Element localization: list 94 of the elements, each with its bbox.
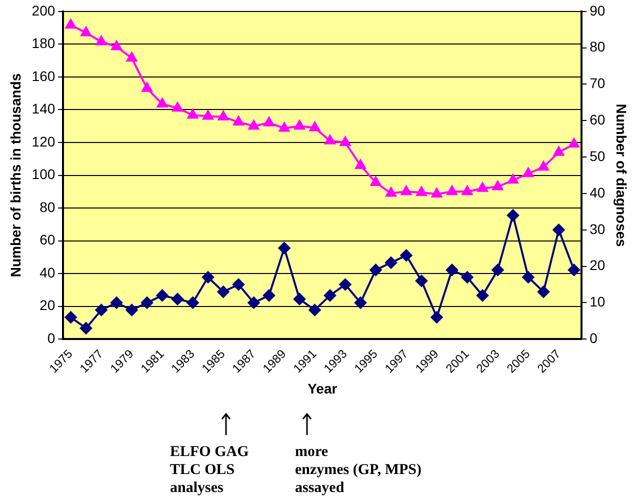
point [218,110,229,120]
point [80,26,92,36]
y-tick-label: 60 [40,232,56,248]
point [156,98,168,108]
point [263,289,276,302]
point [126,52,138,62]
point [264,116,274,126]
point [294,293,306,306]
point [370,264,382,276]
point [186,296,199,309]
point [96,36,107,46]
point [126,304,138,316]
point [400,249,412,262]
y-tick-label: 20 [40,297,56,314]
point [477,182,488,192]
point [416,274,428,287]
point [461,271,474,284]
y-tick-label: 100 [32,166,56,182]
point [324,134,336,144]
point [370,176,382,186]
point [385,256,398,269]
point [538,161,549,171]
point [446,186,458,196]
point [492,264,504,276]
point [446,264,458,276]
y2-tick-label: 70 [590,75,606,92]
point [294,120,305,130]
y2-tick-label: 80 [590,38,606,55]
y2-axis-title: Number of diagnoses [614,104,630,248]
y-tick-label: 160 [32,68,56,84]
y2-tick-label: 40 [590,184,606,200]
point [202,110,214,120]
point [339,278,352,291]
y-tick-label: 0 [47,330,56,346]
point [278,122,290,132]
point [431,188,442,198]
point [308,304,321,316]
point [64,311,77,324]
point [416,186,427,196]
point [430,311,443,324]
point [507,209,520,222]
point [172,102,183,112]
y-tick-label: 40 [40,264,56,280]
y2-tick-label: 10 [590,294,606,310]
y-tick-label: 200 [32,2,56,18]
point [278,242,290,254]
point [217,286,230,298]
point [142,82,152,92]
point [248,120,260,130]
point [522,168,534,178]
point [110,296,123,309]
y2-tick-label: 50 [590,148,606,164]
point [508,174,518,184]
point [386,187,396,197]
point [400,186,412,196]
point [522,271,534,284]
point [232,278,245,291]
point [65,19,76,29]
point [187,109,198,119]
point [172,293,184,306]
y-tick-label: 140 [32,100,56,117]
point [354,296,367,309]
point [492,180,504,190]
x-axis-title: Year [308,380,338,396]
point [324,289,336,302]
y-axis-title: Number of births in thousands [7,73,24,278]
point [111,40,122,50]
point [156,289,168,302]
point [80,322,92,334]
text: ELFO GAG TLC OLS analyses [170,443,249,497]
y2-tick-label: 60 [590,112,606,128]
point [340,136,351,146]
point [141,296,154,309]
text: more enzymes (GP, MPS) assayed [295,443,422,497]
point [309,122,320,132]
point [538,286,550,298]
point [233,116,244,126]
point [462,186,473,196]
y-tick-label: 80 [40,198,56,215]
point [568,138,580,148]
point [568,264,580,276]
point [355,159,366,169]
y2-tick-label: 30 [590,220,606,237]
point [202,271,214,284]
point [552,224,565,236]
y-tick-label: 180 [32,35,56,52]
y2-tick-label: 20 [590,257,606,274]
y-tick-label: 120 [32,133,56,150]
point [95,304,108,316]
y2-tick-label: 90 [590,2,606,18]
point [553,146,564,156]
point [476,289,489,302]
y2-tick-label: 0 [590,330,598,346]
point [248,296,260,309]
